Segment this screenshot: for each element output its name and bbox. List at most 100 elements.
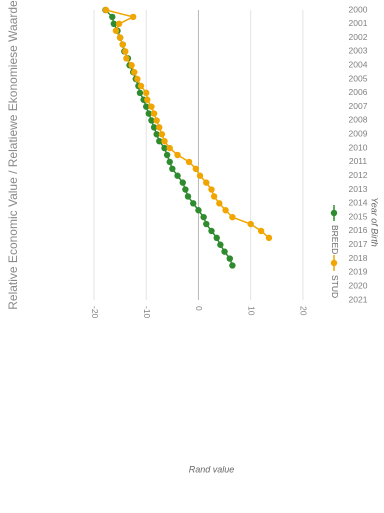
breed-point	[179, 179, 186, 186]
x-tick-label: 2007	[349, 101, 368, 111]
stud-point	[150, 110, 158, 117]
stud-point	[122, 48, 129, 55]
breed-point	[109, 13, 116, 21]
stud-point	[257, 227, 265, 235]
y-axis-title: Rand value	[189, 464, 235, 474]
stud-point	[153, 117, 160, 124]
breed-point	[208, 227, 215, 235]
stud-point	[131, 68, 138, 76]
x-tick-label: 2019	[349, 267, 368, 277]
breed-point	[143, 103, 150, 110]
breed-point	[166, 158, 173, 166]
stud-point	[203, 179, 210, 186]
tick-labels: 20100-10-2020002001200220032004200520062…	[90, 4, 368, 318]
breed-point	[182, 186, 189, 193]
stud-point	[112, 27, 120, 34]
y-tick-label: -20	[90, 306, 100, 319]
x-tick-label: 2000	[349, 4, 368, 14]
stud-point	[210, 193, 218, 200]
breed-point	[184, 193, 192, 200]
stud-point	[265, 234, 273, 242]
breed-point	[200, 213, 207, 221]
legend-swatch-marker	[330, 259, 338, 267]
breed-point	[221, 248, 228, 255]
stud-point	[137, 82, 145, 90]
breed-point	[226, 255, 233, 262]
stud-point	[158, 131, 166, 138]
x-tick-label: 2005	[349, 73, 368, 83]
x-tick-label: 2002	[349, 32, 368, 42]
stud-point	[143, 89, 150, 97]
stud-point	[144, 96, 151, 103]
x-tick-label: 2021	[349, 294, 368, 304]
breed-point	[110, 20, 118, 28]
x-tick-label: 2010	[349, 142, 368, 152]
breed-point	[169, 165, 176, 173]
stud-point	[119, 41, 126, 48]
y-tick-label: 0	[194, 306, 204, 311]
breed-point	[150, 124, 158, 131]
stud-point	[222, 207, 229, 214]
x-tick-label: 2015	[349, 211, 368, 221]
chart-title: Relative Economic Value / Relatiewe Ekon…	[6, 0, 20, 310]
y-tick-label: 20	[299, 306, 309, 316]
x-tick-label: 2009	[349, 129, 368, 139]
breed-point	[229, 262, 236, 269]
breed-point	[217, 241, 224, 248]
stud-point	[128, 62, 135, 69]
stud-point	[247, 220, 254, 228]
breed-point	[148, 117, 155, 124]
breed-point	[174, 172, 181, 179]
stud-point	[129, 13, 137, 21]
stud-line	[105, 9, 270, 239]
stud-point	[156, 124, 163, 131]
stud-point	[192, 165, 200, 173]
breed-point	[195, 207, 202, 214]
stud-point	[216, 200, 223, 207]
breed-point	[213, 234, 220, 242]
x-tick-label: 2016	[349, 225, 368, 235]
y-tick-label: 10	[246, 306, 256, 316]
y-tick-label: -10	[142, 306, 152, 319]
stud-point	[229, 213, 236, 221]
series	[102, 6, 273, 269]
x-tick-label: 2013	[349, 184, 368, 194]
x-tick-label: 2003	[349, 46, 368, 56]
stud-point	[166, 144, 173, 152]
breed-point	[136, 89, 144, 97]
breed-point	[156, 137, 163, 145]
stud-point	[116, 34, 124, 41]
legend-label-breed: BREED	[330, 225, 340, 254]
breed-point	[161, 144, 168, 152]
legend-item-stud[interactable]: STUD	[330, 255, 340, 298]
legend-item-breed[interactable]: BREED	[330, 205, 340, 254]
x-tick-label: 2006	[349, 87, 368, 97]
breed-point	[153, 131, 160, 138]
x-tick-label: 2020	[349, 280, 368, 290]
legend: BREED STUD	[330, 205, 340, 298]
stud-point	[196, 172, 204, 179]
breed-point	[190, 200, 197, 207]
stud-point	[161, 137, 168, 145]
stud-point	[208, 186, 215, 193]
stud-point	[123, 55, 130, 62]
stud-point	[134, 75, 141, 83]
x-tick-label: 2008	[349, 115, 368, 125]
stud-point	[148, 103, 155, 110]
x-axis-title: Year of Birth	[370, 197, 380, 247]
breed-point	[163, 151, 171, 159]
x-tick-label: 2004	[349, 59, 368, 69]
series-stud	[102, 6, 273, 242]
x-tick-label: 2012	[349, 170, 368, 180]
x-tick-label: 2014	[349, 198, 368, 208]
breed-point	[203, 220, 210, 228]
x-tick-label: 2017	[349, 239, 368, 249]
x-tick-label: 2011	[349, 156, 368, 166]
legend-swatch-marker	[330, 209, 338, 217]
gridlines	[93, 10, 304, 300]
stud-point	[102, 6, 110, 14]
breed-point	[145, 110, 153, 117]
